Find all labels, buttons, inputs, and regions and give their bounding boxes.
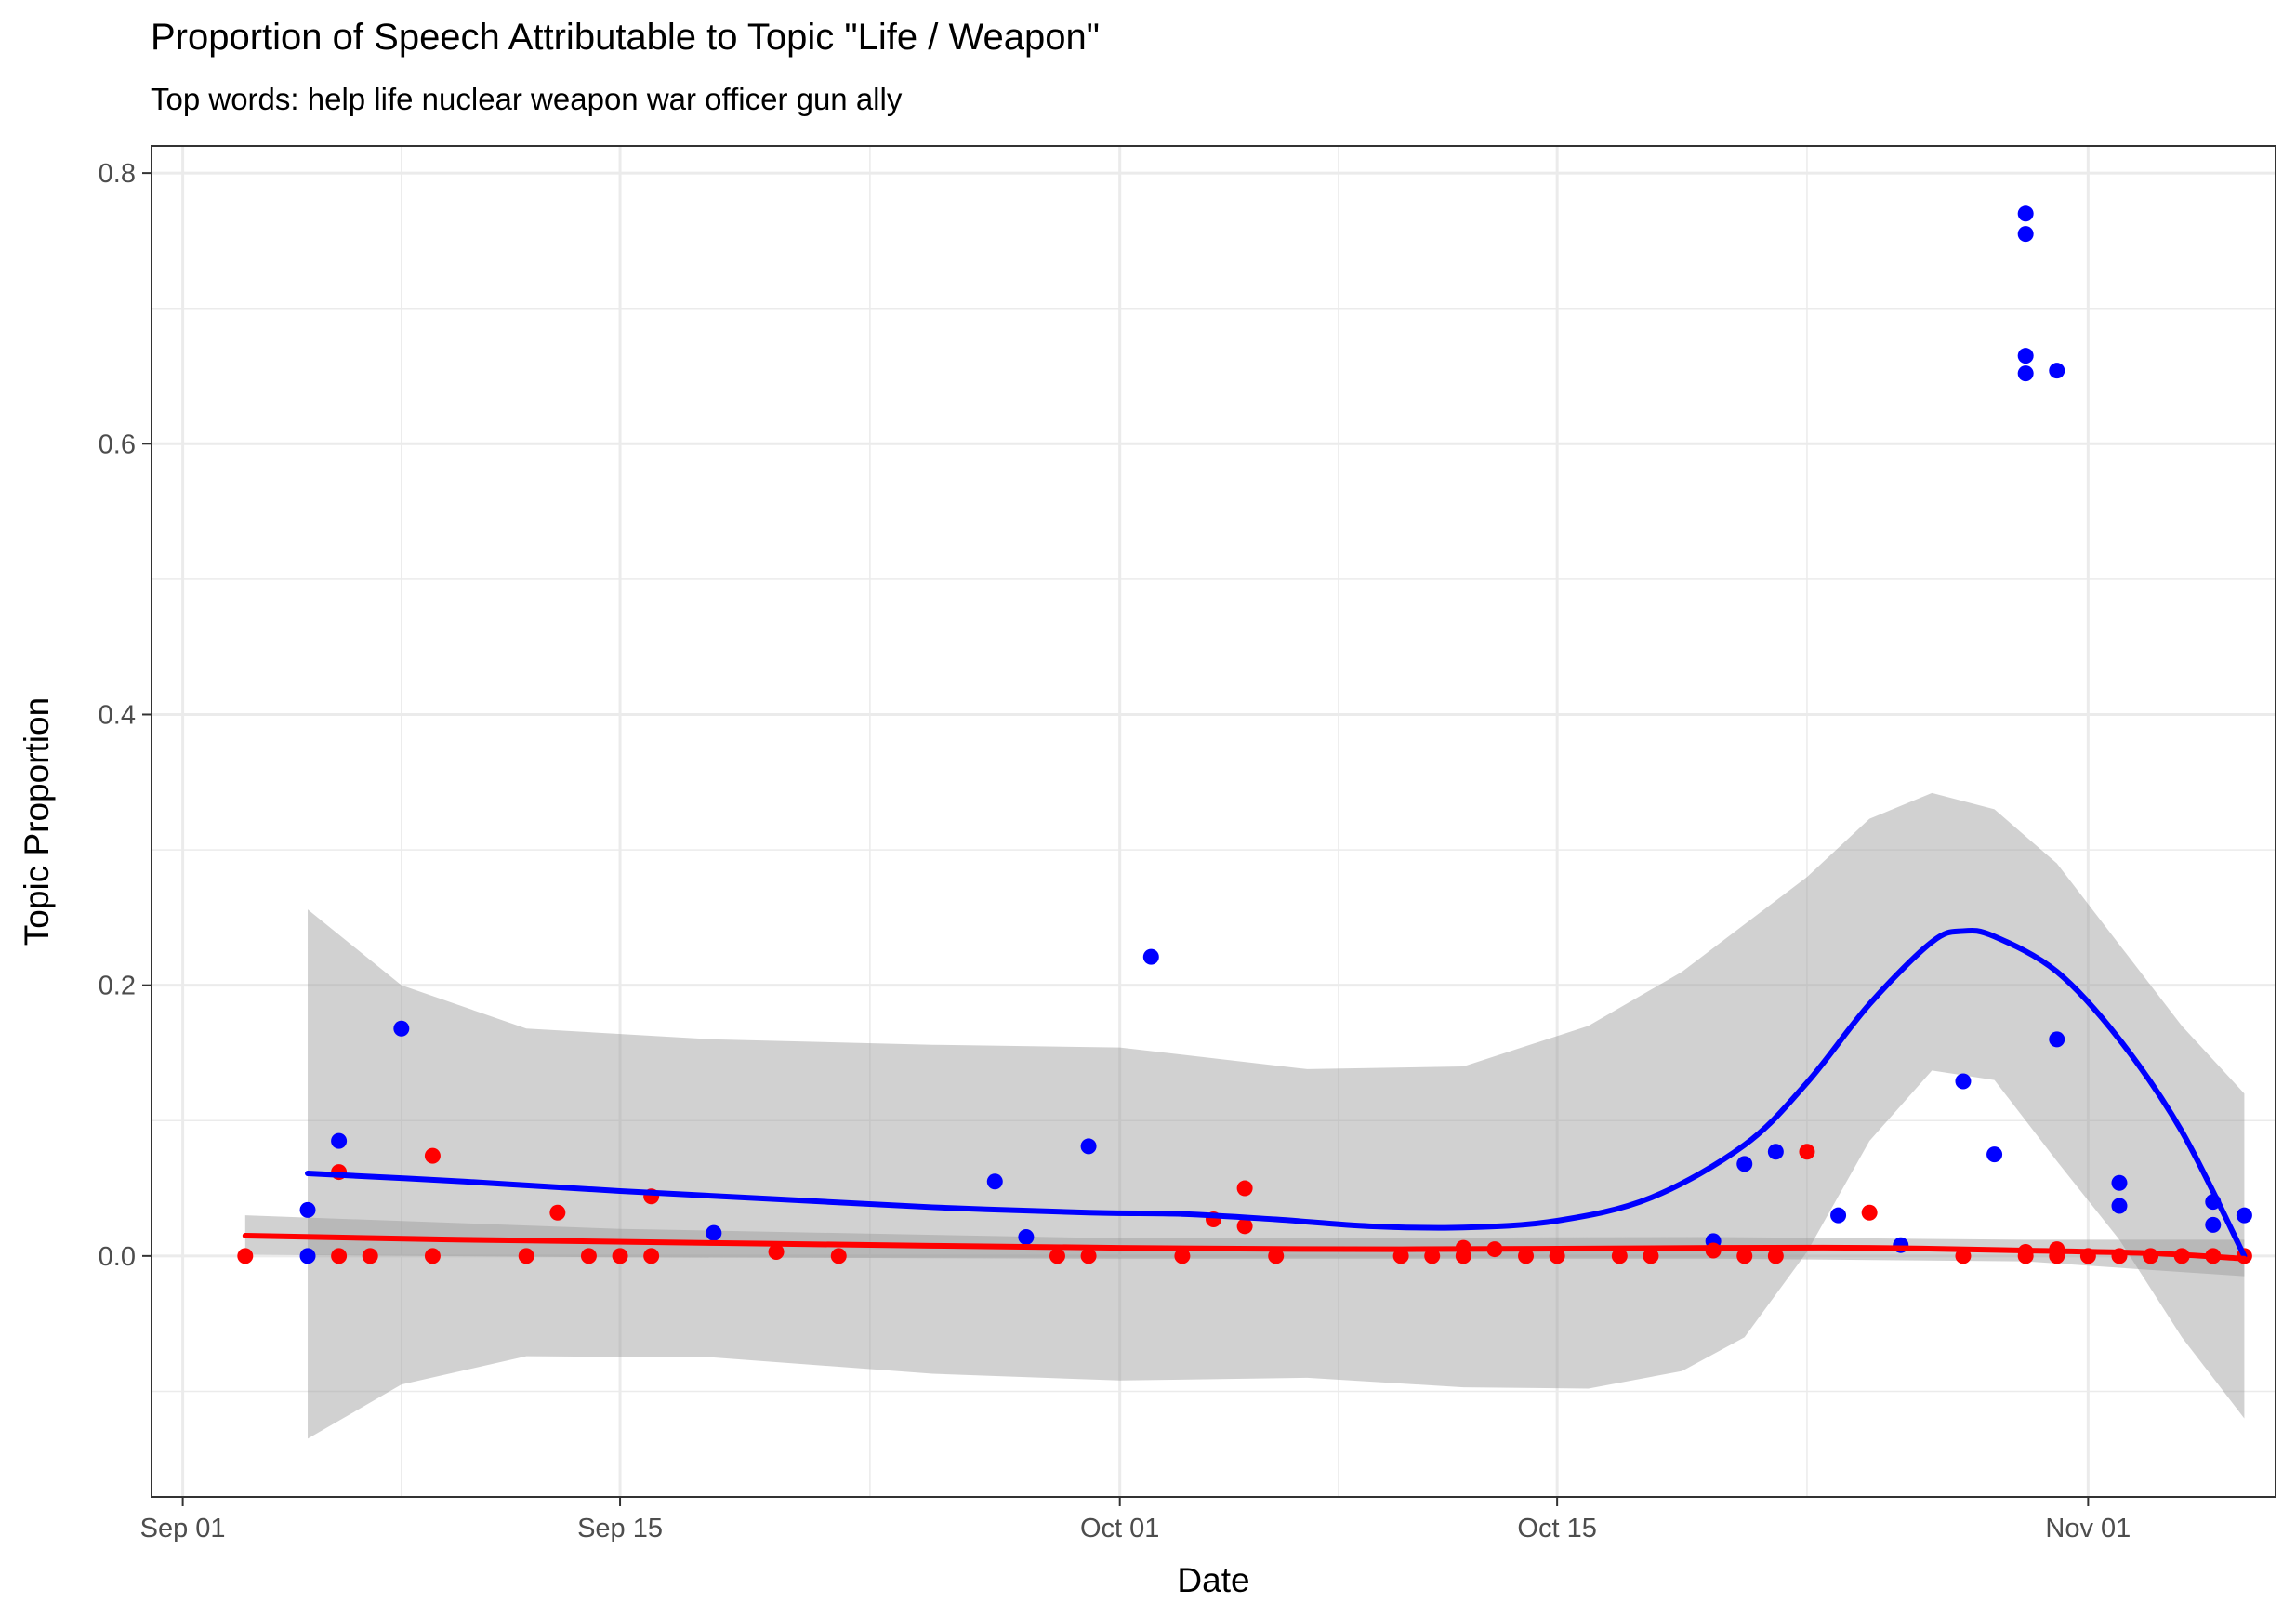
data-point [768,1243,785,1260]
data-point [549,1204,566,1221]
x-tick-label: Oct 01 [1080,1514,1159,1543]
data-point [1861,1204,1878,1221]
data-point [1236,1218,1253,1235]
data-point [299,1201,316,1218]
data-point [1080,1138,1097,1155]
data-point [986,1173,1003,1190]
panel-border [151,145,2276,1498]
data-point [1549,1248,1565,1264]
grid-major [152,146,2276,1497]
data-point [1049,1248,1065,1264]
data-point [643,1248,660,1264]
smooth-line [242,1233,2248,1262]
y-tick-label: 0.2 [99,972,136,1001]
confidence-ribbons [244,792,2245,1439]
data-point [1767,1144,1784,1160]
data-point [1080,1248,1097,1264]
data-point [331,1248,348,1264]
data-point [1830,1207,1847,1224]
data-point [1643,1248,1659,1264]
x-axis-title: Date [1177,1561,1249,1599]
chart-title: Proportion of Speech Attributable to Top… [151,17,1100,58]
data-point [424,1147,441,1164]
data-point [2049,1031,2065,1048]
chart-subtitle: Top words: help life nuclear weapon war … [151,82,903,116]
data-point [706,1224,722,1241]
data-point [2017,348,2034,364]
y-axis: 0.0 0.2 0.4 0.6 0.8 [99,159,152,1272]
data-point [1736,1248,1753,1264]
data-point [1736,1156,1753,1172]
data-point [612,1248,628,1264]
data-point [2017,205,2034,222]
smooth-line [305,927,2248,1259]
data-point [830,1248,847,1264]
data-point [2111,1174,2128,1191]
x-tick-label: Oct 15 [1517,1514,1596,1543]
data-point [1236,1180,1253,1197]
x-tick-label: Nov 01 [2045,1514,2131,1543]
data-point [1799,1144,1815,1160]
data-point [1392,1248,1409,1264]
data-point [393,1020,410,1037]
data-point [2049,363,2065,379]
y-axis-title: Topic Proportion [18,697,56,946]
data-point [331,1132,348,1149]
data-point [1018,1228,1035,1245]
y-tick-label: 0.0 [99,1242,136,1272]
data-point [1518,1248,1535,1264]
x-tick-label: Sep 15 [577,1514,663,1543]
data-point [237,1248,254,1264]
x-tick-label: Sep 01 [140,1514,226,1543]
data-point [1142,948,1159,965]
data-point [2236,1207,2252,1224]
data-point [1268,1248,1285,1264]
y-tick-label: 0.8 [99,159,136,189]
confidence-ribbon [244,1215,2245,1277]
smooth-lines [242,927,2248,1262]
x-axis: Sep 01 Sep 15 Oct 01 Oct 15 Nov 01 [140,1497,2131,1543]
data-point [1611,1248,1628,1264]
data-point [1955,1073,1972,1090]
data-point [362,1248,378,1264]
y-tick-label: 0.4 [99,700,136,730]
data-point [580,1248,597,1264]
data-point [2017,365,2034,382]
grid-minor [152,146,2276,1497]
data-point [1174,1248,1191,1264]
data-point [1424,1248,1441,1264]
data-point [1455,1248,1471,1264]
data-point [2111,1198,2128,1214]
confidence-ribbon [308,792,2245,1439]
data-point [2205,1216,2222,1233]
data-point [424,1248,441,1264]
data-point [1767,1248,1784,1264]
data-point [518,1248,534,1264]
data-point [2017,226,2034,243]
data-point [299,1248,316,1264]
y-tick-label: 0.6 [99,430,136,459]
data-point [1986,1146,2003,1163]
